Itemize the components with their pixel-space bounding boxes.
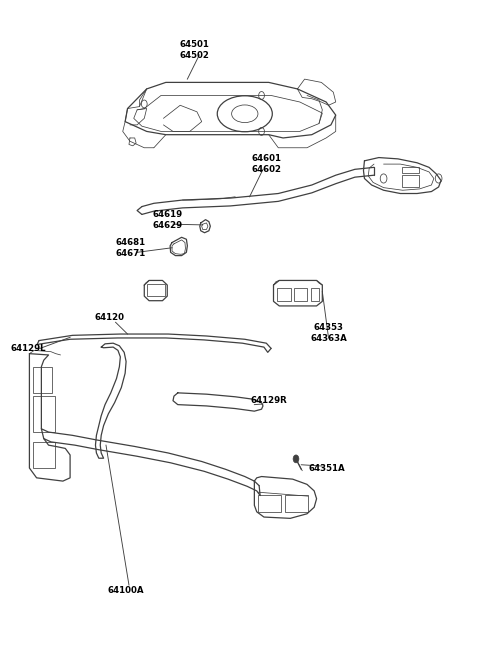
Text: 64681
64671: 64681 64671 — [116, 238, 146, 258]
Bar — [402, 175, 419, 187]
Text: 64501
64502: 64501 64502 — [180, 40, 209, 60]
Text: 64129L: 64129L — [11, 344, 46, 353]
Bar — [33, 396, 55, 432]
Circle shape — [293, 455, 299, 463]
Text: 64601
64602: 64601 64602 — [252, 154, 281, 174]
Bar — [402, 167, 419, 174]
Bar — [294, 288, 308, 301]
Text: 64129R: 64129R — [251, 396, 287, 405]
Bar — [33, 367, 52, 393]
Bar — [286, 495, 309, 512]
Text: 64351A: 64351A — [309, 464, 346, 472]
Text: 64619
64629: 64619 64629 — [152, 210, 182, 230]
Bar — [33, 442, 55, 468]
Text: 64100A: 64100A — [108, 586, 144, 595]
Bar — [258, 495, 281, 512]
Text: 64120: 64120 — [95, 313, 125, 322]
Text: 64353
64363A: 64353 64363A — [310, 323, 347, 343]
Bar — [277, 288, 291, 301]
Bar — [311, 288, 320, 301]
Bar — [147, 284, 165, 296]
